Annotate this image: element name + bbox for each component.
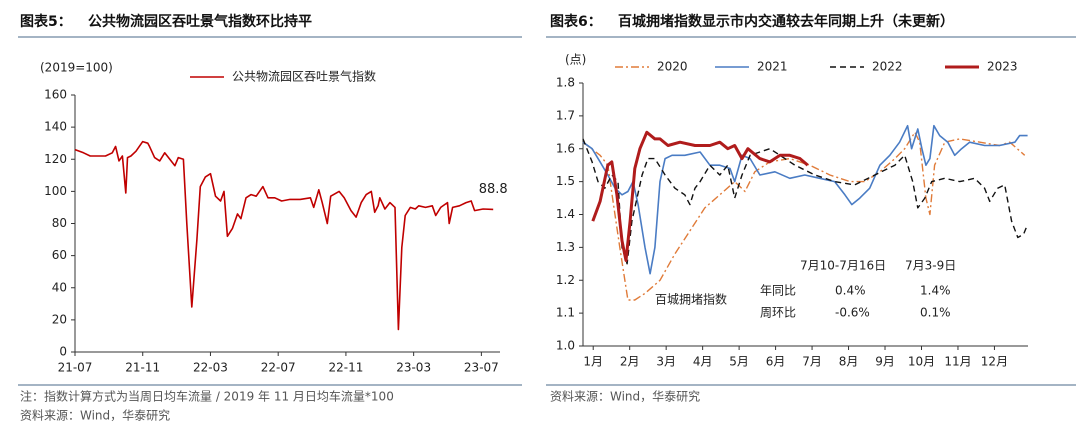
y-tick-label: 1.7 — [556, 108, 575, 122]
x-tick-label: 7月 — [802, 355, 822, 369]
series-line — [591, 130, 809, 262]
y-tick-label: 40 — [52, 280, 67, 294]
series-line — [582, 138, 1029, 265]
x-tick-label: 21-07 — [58, 361, 93, 375]
x-tick-label: 8月 — [839, 355, 859, 369]
legend-label: 2022 — [872, 60, 903, 74]
x-tick-label: 22-11 — [328, 361, 363, 375]
legend-label: 2021 — [757, 60, 788, 74]
x-tick-label: 9月 — [875, 355, 895, 369]
x-tick-label: 23-07 — [464, 361, 499, 375]
y-tick-label: 1.4 — [556, 207, 575, 221]
x-tick-label: 21-11 — [125, 361, 160, 375]
series-line — [582, 131, 1026, 301]
y-tick-label: 1.6 — [556, 141, 575, 155]
chart-title: 公共物流园区吞吐景气指数环比持平 — [88, 13, 312, 30]
table-header: 7月3-9日 — [905, 259, 956, 273]
y-tick-label: 1.1 — [556, 306, 575, 320]
legend-label: 公共物流园区吞吐景气指数 — [232, 69, 376, 84]
legend-label: 2023 — [987, 60, 1018, 74]
x-tick-label: 4月 — [693, 355, 713, 369]
y-tick-label: 120 — [44, 152, 67, 166]
series-line — [74, 140, 494, 331]
y-tick-label: 1.5 — [556, 174, 575, 188]
source: 资料来源：Wind，华泰研究 — [20, 408, 170, 423]
x-tick-label: 2月 — [620, 355, 640, 369]
table-cell: 0.1% — [920, 306, 951, 320]
y-tick-label: 1.0 — [556, 339, 575, 353]
y-tick-label: 80 — [52, 216, 67, 230]
x-tick-label: 22-07 — [261, 361, 296, 375]
chart-title: 百城拥堵指数显示市内交通较去年同期上升（未更新） — [618, 13, 954, 30]
table-cell: 0.4% — [835, 284, 866, 298]
x-tick-label: 5月 — [729, 355, 749, 369]
figure-label: 图表6： — [550, 13, 602, 30]
y-tick-label: 0 — [59, 345, 67, 359]
y-tick-label: 20 — [52, 312, 67, 326]
x-tick-label: 6月 — [766, 355, 786, 369]
x-tick-label: 22-03 — [193, 361, 228, 375]
y-tick-label: 1.3 — [556, 240, 575, 254]
x-tick-label: 10月 — [908, 355, 935, 369]
x-tick-label: 12月 — [981, 355, 1008, 369]
series-line — [582, 124, 1028, 275]
y-tick-label: 1.2 — [556, 273, 575, 287]
x-tick-label: 3月 — [656, 355, 676, 369]
figure-label: 图表5： — [20, 13, 72, 30]
y-axis-label: (2019=100) — [40, 61, 113, 75]
annotation: 百城拥堵指数 — [655, 292, 727, 307]
table-cell: 1.4% — [920, 284, 951, 298]
y-tick-label: 140 — [44, 120, 67, 134]
legend-label: 2020 — [657, 60, 688, 74]
y-tick-label: 100 — [44, 184, 67, 198]
x-tick-label: 1月 — [583, 355, 603, 369]
table-cell: -0.6% — [835, 306, 870, 320]
footnote: 注：指数计算方式为当周日均车流量 / 2019 年 11 月日均车流量*100 — [20, 389, 394, 404]
y-tick-label: 60 — [52, 248, 67, 262]
table-header: 7月10-7月16日 — [800, 259, 886, 273]
x-tick-label: 23-03 — [396, 361, 431, 375]
y-tick-label: 1.8 — [556, 76, 575, 90]
y-tick-label: 160 — [44, 88, 67, 102]
data-label: 88.8 — [479, 182, 508, 197]
table-cell: 周环比 — [760, 306, 796, 320]
table-cell: 年同比 — [760, 284, 796, 298]
y-axis-label: (点) — [565, 53, 586, 67]
source: 资料来源：Wind，华泰研究 — [550, 389, 700, 404]
x-tick-label: 11月 — [944, 355, 971, 369]
